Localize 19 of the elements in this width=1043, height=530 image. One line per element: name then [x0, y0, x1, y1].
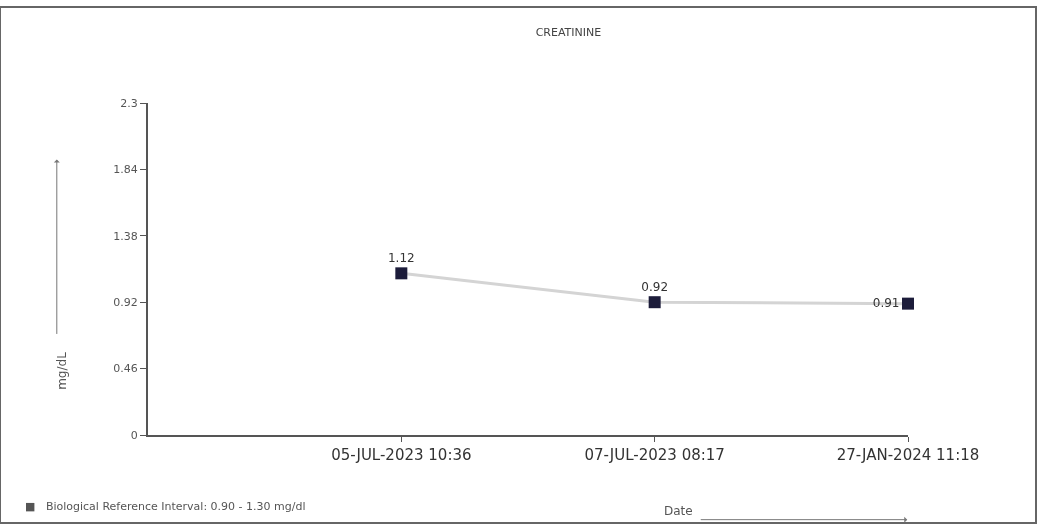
y-tick-label: 1.84: [113, 163, 138, 177]
y-tick-label: 2.3: [120, 96, 138, 110]
y-tick-label: 0.46: [113, 362, 138, 376]
point: [648, 296, 661, 309]
chart-title: CREATININE: [535, 25, 602, 39]
x-tick-label: 05-JUL-2023 10:36: [331, 446, 472, 464]
point: [395, 267, 408, 280]
data-label: 0.92: [641, 279, 669, 294]
data-label: 0.91: [872, 295, 900, 310]
y-tick-label: 0.92: [113, 296, 138, 310]
x-tick-label: 27-JAN-2024 11:18: [836, 446, 980, 464]
y-tick-label: 0: [130, 428, 138, 442]
point: [902, 297, 914, 310]
y-axis-title: mg/dL: [55, 351, 70, 390]
text: ■ Biological Reference Interval: 0.90 - 1.30 mg/dl: [25, 500, 306, 513]
y-tick-label: 1.38: [113, 229, 138, 243]
x-axis-title: Date: [664, 504, 693, 518]
data-label: 1.12: [387, 250, 415, 265]
x-tick-label: 07-JUL-2023 08:17: [584, 446, 725, 464]
